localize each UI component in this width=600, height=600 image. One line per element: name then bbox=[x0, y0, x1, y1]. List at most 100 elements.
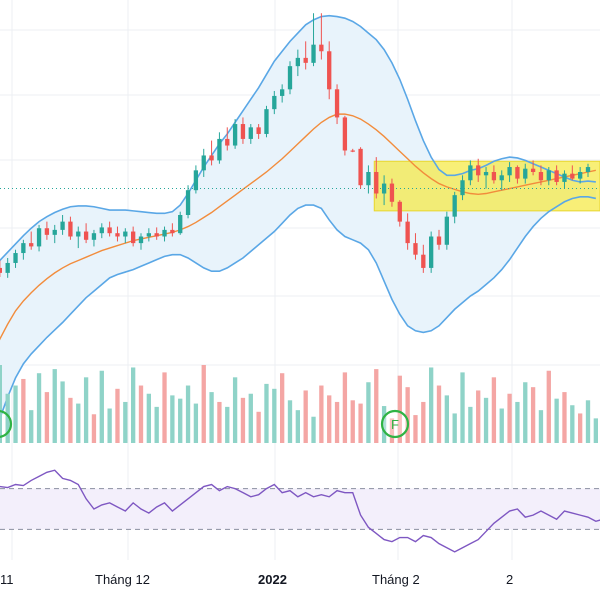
candle-body bbox=[217, 138, 222, 161]
volume-bar bbox=[13, 385, 18, 443]
candle-body bbox=[523, 168, 528, 179]
candle-body bbox=[389, 183, 395, 202]
volume-bar bbox=[99, 370, 104, 443]
volume-bar bbox=[570, 405, 575, 443]
candle-body bbox=[170, 229, 175, 234]
x-tick-label: Tháng 12 bbox=[95, 572, 150, 587]
candle-body bbox=[366, 172, 371, 186]
candle-body bbox=[209, 155, 214, 161]
grid-lines bbox=[0, 0, 600, 560]
volume-bar bbox=[91, 414, 97, 443]
volume-bar bbox=[311, 416, 316, 443]
candle-body bbox=[232, 124, 238, 146]
candle-body bbox=[162, 229, 167, 237]
volume-bar bbox=[530, 387, 536, 443]
candle-body bbox=[29, 243, 34, 247]
candle-body bbox=[138, 236, 144, 244]
earnings-event-icon[interactable] bbox=[0, 410, 13, 438]
volume-bar bbox=[523, 382, 528, 443]
volume-bar bbox=[585, 400, 591, 443]
event-markers[interactable]: F bbox=[0, 409, 410, 439]
volume-bar bbox=[436, 385, 442, 443]
candle-body bbox=[0, 267, 2, 273]
candle-body bbox=[99, 227, 104, 234]
candle-body bbox=[562, 173, 567, 182]
candle-body bbox=[193, 170, 199, 191]
volume-bar bbox=[546, 370, 551, 443]
candle-body bbox=[452, 195, 457, 217]
candle-body bbox=[36, 228, 42, 247]
volume-bar bbox=[381, 406, 387, 443]
volume-bar bbox=[131, 367, 136, 443]
candle-body bbox=[295, 57, 300, 67]
candle-body bbox=[468, 165, 473, 181]
volume-bar bbox=[185, 385, 191, 443]
candle-body bbox=[429, 236, 434, 268]
candle-body bbox=[397, 201, 402, 222]
volume-bar bbox=[83, 377, 89, 443]
volume-bar bbox=[578, 413, 583, 443]
candle-body bbox=[578, 172, 583, 179]
volume-bar bbox=[444, 395, 449, 443]
candle-body bbox=[240, 124, 246, 139]
candle-body bbox=[319, 44, 324, 52]
volume-bar bbox=[287, 400, 293, 443]
candle-body bbox=[21, 243, 26, 254]
candle-body bbox=[499, 175, 504, 181]
x-axis: 11 Tháng 12 2022 Tháng 2 2 bbox=[0, 572, 513, 587]
price-panel bbox=[0, 13, 600, 421]
candle-body bbox=[185, 190, 191, 215]
volume-bar bbox=[562, 392, 567, 443]
volume-bar bbox=[0, 365, 2, 443]
volume-bar bbox=[138, 385, 144, 443]
candle-body bbox=[287, 66, 293, 90]
volume-bar bbox=[483, 397, 489, 443]
volume-bar bbox=[107, 408, 112, 443]
volume-bar bbox=[319, 385, 324, 443]
earnings-event-icon[interactable] bbox=[380, 409, 410, 439]
candle-body bbox=[201, 155, 206, 171]
volume-bar bbox=[272, 388, 277, 443]
candle-body bbox=[570, 173, 575, 179]
candle-body bbox=[515, 167, 520, 179]
candle-body bbox=[13, 253, 18, 263]
candle-body bbox=[585, 167, 591, 172]
volume-bar bbox=[146, 393, 151, 443]
candle-body bbox=[554, 170, 559, 182]
volume-bar bbox=[342, 372, 348, 443]
volume-bar bbox=[162, 372, 167, 443]
candle-body bbox=[178, 215, 183, 234]
candle-body bbox=[381, 183, 387, 194]
volume-bar bbox=[264, 383, 269, 443]
volume-bar bbox=[68, 397, 73, 443]
volume-bar bbox=[429, 367, 434, 443]
volume-bar bbox=[44, 392, 50, 443]
oscillator-line bbox=[0, 469, 600, 553]
candle-body bbox=[146, 233, 151, 237]
volume-bar bbox=[476, 390, 481, 443]
candle-body bbox=[405, 221, 410, 244]
moving-average-line bbox=[0, 113, 596, 341]
candle-body bbox=[491, 172, 497, 181]
volume-bar bbox=[240, 397, 246, 443]
candle-body bbox=[327, 51, 332, 90]
volume-bar bbox=[350, 400, 355, 443]
candle-body bbox=[131, 231, 136, 244]
candle-body bbox=[264, 109, 269, 134]
volume-bar bbox=[225, 406, 230, 443]
volume-bar bbox=[280, 373, 285, 443]
event-marker-letter: F bbox=[391, 417, 399, 432]
volume-bar bbox=[21, 378, 26, 443]
volume-bar bbox=[209, 392, 214, 443]
candle-body bbox=[538, 172, 544, 181]
candle-body bbox=[68, 221, 73, 237]
candle-body bbox=[76, 231, 81, 237]
volume-bar bbox=[374, 369, 379, 443]
volume-bar bbox=[248, 393, 253, 443]
volume-bar bbox=[405, 387, 410, 443]
volume-bar bbox=[52, 369, 57, 443]
candle-body bbox=[507, 167, 512, 176]
oscillator-panel bbox=[0, 469, 600, 553]
